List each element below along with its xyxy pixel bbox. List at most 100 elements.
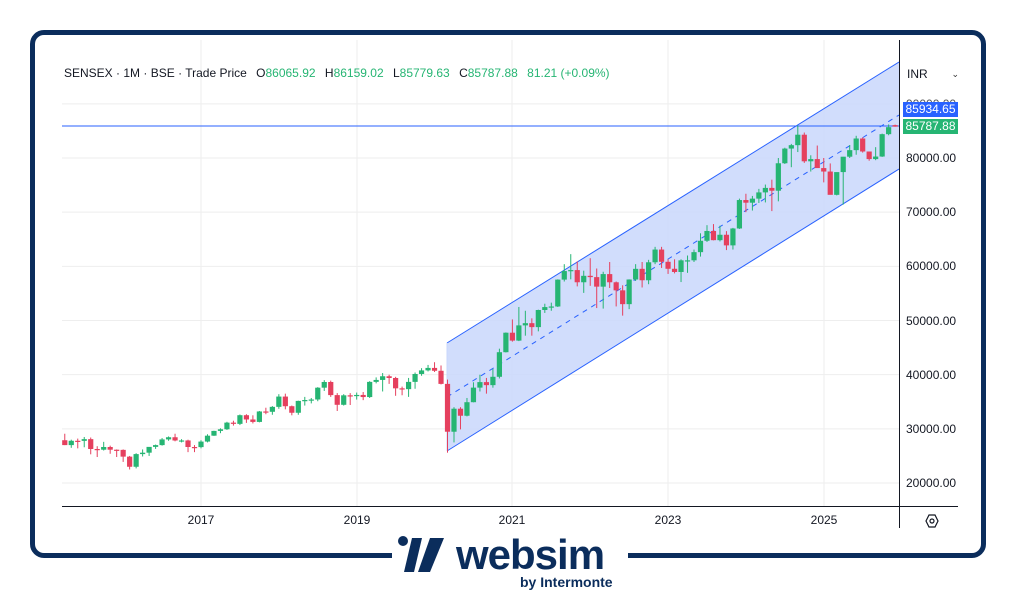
candle-up <box>198 441 204 448</box>
candle-up <box>496 352 503 377</box>
candle-up <box>782 148 788 164</box>
candle-up <box>211 430 217 436</box>
candle-down <box>360 394 366 398</box>
candle-down <box>665 261 671 269</box>
candle-up <box>684 260 691 262</box>
y-axis-tick-label: 80000.00 <box>906 151 957 165</box>
candle-down <box>114 449 120 451</box>
candle-up <box>269 406 275 412</box>
currency-selector[interactable]: INR ⌄ <box>903 62 963 86</box>
candle-up <box>490 376 496 386</box>
candle-up <box>756 192 762 199</box>
candle-down <box>607 274 613 283</box>
candle-down <box>723 234 730 246</box>
candle-down <box>639 268 645 281</box>
candle-down <box>457 408 464 416</box>
candle-up <box>101 446 107 450</box>
legend-sep: · <box>178 66 186 80</box>
candle-down <box>334 395 340 405</box>
candle-up <box>341 395 347 405</box>
candle-up <box>600 274 606 287</box>
candle-down <box>243 415 250 420</box>
candle-up <box>879 134 885 157</box>
candle-down <box>509 332 515 341</box>
candle-up <box>140 452 146 455</box>
x-axis-tick-label: 2017 <box>187 513 215 527</box>
candle-down <box>769 187 775 191</box>
candle-up <box>795 134 801 146</box>
candle-down <box>88 439 94 450</box>
candle-up <box>165 437 172 440</box>
candle-up <box>633 268 639 280</box>
candle-up <box>548 306 554 308</box>
candle-up <box>367 381 373 398</box>
candle-up <box>237 415 243 424</box>
legend-low-value: 85779.63 <box>399 66 450 80</box>
legend-close-value: 85787.88 <box>467 66 518 80</box>
candle-up <box>295 400 301 413</box>
candle-down <box>250 419 256 422</box>
candle-up <box>652 249 658 263</box>
candle-up <box>691 252 697 261</box>
legend-high-label: H <box>324 66 334 80</box>
candle-up <box>159 439 165 446</box>
candle-down <box>620 290 626 305</box>
candle-down <box>801 134 807 162</box>
legend-high-value: 86159.02 <box>333 66 384 80</box>
candle-up <box>152 445 159 447</box>
candle-up <box>276 396 282 407</box>
y-axis-tick-label: 40000.00 <box>906 367 957 382</box>
legend-open-value: 86065.92 <box>265 66 316 80</box>
brand-byline: by Intermonte <box>520 574 613 590</box>
candle-up <box>418 370 425 374</box>
candle-down <box>107 446 113 450</box>
candle-up <box>561 271 567 280</box>
legend-low-label: L <box>392 66 400 80</box>
channel-upper-line[interactable] <box>446 61 899 344</box>
candle-up <box>516 325 522 341</box>
candle-up <box>697 240 704 253</box>
candle-up <box>412 373 418 382</box>
chevron-down-icon: ⌄ <box>951 68 959 79</box>
candle-up <box>522 323 528 326</box>
candle-down <box>587 275 593 278</box>
candle-down <box>821 168 827 172</box>
candle-up <box>762 187 768 193</box>
settings-icon[interactable] <box>924 513 940 529</box>
candle-up <box>847 150 853 157</box>
candle-down <box>483 382 490 386</box>
legend-change: 81.21 (+0.09%) <box>527 66 610 80</box>
candle-up <box>302 400 308 402</box>
candle-up <box>775 163 781 191</box>
candle-down <box>658 249 665 262</box>
candle-up <box>886 127 892 135</box>
candle-up <box>224 422 230 430</box>
candle-up <box>354 394 360 397</box>
candle-up <box>840 156 846 173</box>
candle-up <box>535 310 541 328</box>
candle-down <box>386 376 392 378</box>
candle-up <box>749 198 755 203</box>
candle-up <box>146 446 152 453</box>
candle-up <box>873 156 879 160</box>
candle-up <box>68 440 74 446</box>
x-axis-tick-label: 2021 <box>498 513 526 527</box>
candle-down <box>710 230 717 241</box>
candle-up <box>542 307 548 311</box>
legend-price-type: Trade Price <box>185 66 247 80</box>
channel-lower-line[interactable] <box>446 168 899 452</box>
candle-down <box>172 437 178 441</box>
legend-sep: · <box>143 66 151 80</box>
candle-down <box>282 396 288 407</box>
y-axis-tick-label: 60000.00 <box>906 259 957 274</box>
candle-down <box>613 282 619 291</box>
legend-close-label: C <box>459 66 468 80</box>
candle-up <box>503 332 509 353</box>
candle-down <box>860 138 866 152</box>
websim-logo: websim by Intermonte <box>392 532 628 592</box>
candle-up <box>853 138 859 151</box>
candle-up <box>81 439 87 441</box>
candle-up <box>178 440 185 442</box>
candle-down <box>289 406 295 413</box>
